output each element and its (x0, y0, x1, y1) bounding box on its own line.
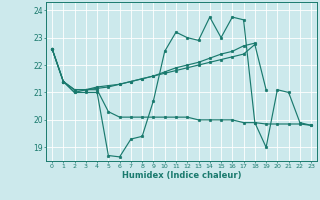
X-axis label: Humidex (Indice chaleur): Humidex (Indice chaleur) (122, 171, 241, 180)
